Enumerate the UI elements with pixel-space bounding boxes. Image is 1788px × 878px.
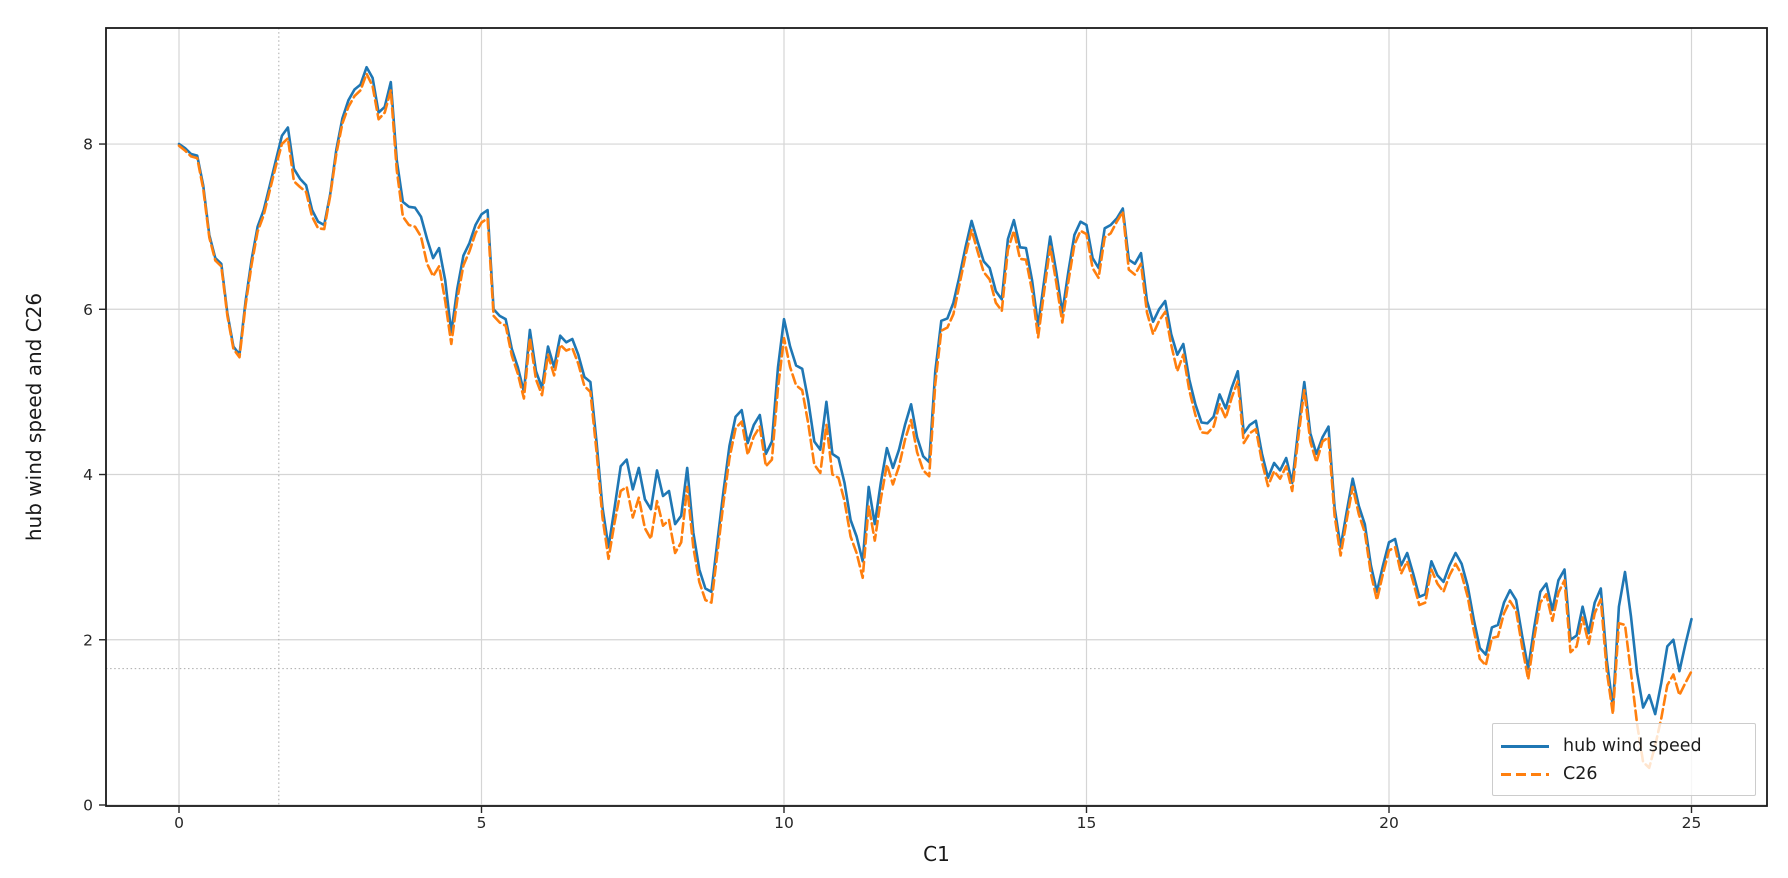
y-tick-label: 2 (83, 631, 93, 649)
x-tick-label: 5 (477, 814, 487, 832)
tick-layer: 0 5 10 15 20 25 0 2 4 6 8 (83, 136, 1701, 832)
series-line-c26[interactable] (177, 72, 1693, 770)
axes-spines (105, 27, 1768, 807)
y-tick-label: 4 (83, 466, 93, 484)
x-tick-label: 10 (774, 814, 794, 832)
grid-layer (106, 28, 1767, 806)
y-tick-label: 8 (83, 136, 93, 154)
x-tick-label: 20 (1379, 814, 1399, 832)
legend-label: C26 (1563, 764, 1598, 784)
x-tick-label: 15 (1077, 814, 1097, 832)
y-axis-title: hub wind speed and C26 (22, 292, 46, 542)
legend-line-sample-dashed (1501, 773, 1549, 777)
y-tick-label: 0 (83, 797, 93, 815)
y-tick-label: 6 (83, 301, 93, 319)
legend-item-c26[interactable]: C26 (1501, 761, 1745, 789)
legend-label: hub wind speed (1563, 735, 1702, 756)
legend[interactable]: hub wind speed C26 (1492, 723, 1756, 796)
series-layer (177, 65, 1693, 770)
x-axis-title: C1 (923, 842, 950, 866)
series-line-hub-wind-speed[interactable] (177, 65, 1693, 716)
x-tick-label: 25 (1682, 814, 1702, 832)
legend-line-sample-solid (1501, 744, 1549, 748)
x-tick-label: 0 (174, 814, 184, 832)
legend-item-hub-wind-speed[interactable]: hub wind speed (1501, 732, 1745, 760)
